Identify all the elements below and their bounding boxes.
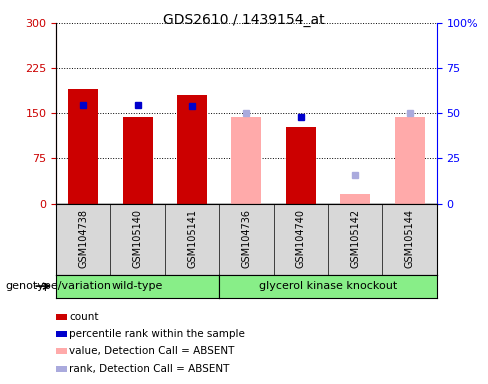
Text: value, Detection Call = ABSENT: value, Detection Call = ABSENT — [69, 346, 235, 356]
Text: GSM104738: GSM104738 — [78, 209, 88, 268]
Bar — [395, 118, 425, 204]
Text: percentile rank within the sample: percentile rank within the sample — [69, 329, 245, 339]
Text: glycerol kinase knockout: glycerol kinase knockout — [259, 281, 397, 291]
Text: GSM104740: GSM104740 — [296, 209, 306, 268]
Text: count: count — [69, 312, 99, 322]
Text: GSM105142: GSM105142 — [350, 209, 360, 268]
Text: GSM105140: GSM105140 — [133, 209, 142, 268]
Text: GSM105141: GSM105141 — [187, 209, 197, 268]
Text: wild-type: wild-type — [112, 281, 163, 291]
Bar — [123, 118, 153, 204]
Text: GSM104736: GSM104736 — [242, 209, 251, 268]
Bar — [340, 195, 370, 204]
Text: GSM105144: GSM105144 — [405, 209, 415, 268]
Text: GDS2610 / 1439154_at: GDS2610 / 1439154_at — [163, 13, 325, 27]
Bar — [68, 89, 98, 204]
Bar — [177, 95, 207, 204]
Text: rank, Detection Call = ABSENT: rank, Detection Call = ABSENT — [69, 364, 230, 374]
Bar — [286, 127, 316, 204]
Text: genotype/variation: genotype/variation — [5, 281, 111, 291]
Bar — [231, 118, 262, 204]
